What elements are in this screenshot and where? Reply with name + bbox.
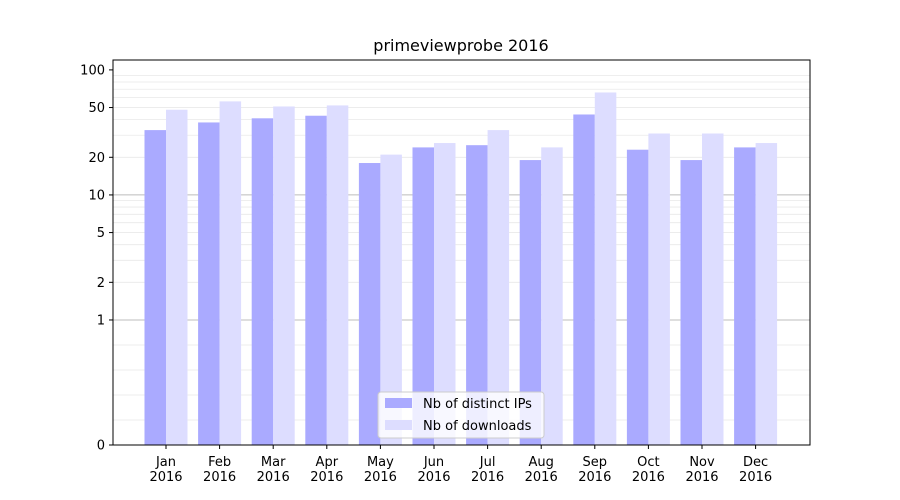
x-tick-label: Sep 2016 <box>578 455 611 485</box>
y-tick-label: 1 <box>97 313 105 328</box>
y-tick-label: 10 <box>88 188 105 203</box>
x-tick-label: Dec 2016 <box>739 455 772 485</box>
x-tick-label: Aug 2016 <box>525 455 558 485</box>
bar-downloads <box>434 143 456 445</box>
x-tick-label: Feb 2016 <box>203 455 236 485</box>
y-tick-label: 100 <box>80 63 105 78</box>
chart-title: primeviewprobe 2016 <box>373 36 548 55</box>
y-tick-label: 20 <box>88 151 105 166</box>
legend-swatch-ips <box>385 398 412 408</box>
bar-downloads <box>755 143 778 445</box>
bar-downloads <box>487 130 510 445</box>
bar-distinct-ips <box>198 122 220 445</box>
bar-downloads <box>541 147 563 446</box>
x-tick-label: Jun 2016 <box>417 455 450 485</box>
bar-downloads <box>648 133 670 445</box>
bar-distinct-ips <box>251 118 274 445</box>
bar-downloads <box>166 109 188 445</box>
plot-frame <box>112 59 811 446</box>
legend: Nb of distinct IPs Nb of downloads <box>377 391 545 439</box>
bar-distinct-ips <box>573 114 595 445</box>
bar-downloads <box>273 106 295 445</box>
bar-distinct-ips <box>519 160 542 445</box>
y-axis: 0 1 2 5 10 20 50 100 <box>80 63 113 454</box>
x-tick-label: May 2016 <box>364 455 397 485</box>
bars <box>144 92 778 446</box>
y-tick-label: 0 <box>97 439 105 454</box>
legend-label-downloads: Nb of downloads <box>423 419 532 434</box>
x-tick-label: Nov 2016 <box>685 455 718 485</box>
bar-distinct-ips <box>144 130 166 445</box>
x-tick-label: Apr 2016 <box>310 455 343 485</box>
x-tick-label: Mar 2016 <box>257 455 290 485</box>
bar-distinct-ips <box>626 149 649 446</box>
x-tick-label: Oct 2016 <box>632 455 665 485</box>
bar-distinct-ips <box>466 145 488 445</box>
legend-label-ips: Nb of distinct IPs <box>423 397 532 412</box>
bar-distinct-ips <box>305 115 327 445</box>
x-tick-label: Jul 2016 <box>471 455 504 485</box>
y-tick-label: 2 <box>97 276 105 291</box>
x-tick-label: Jan 2016 <box>149 455 182 485</box>
bar-downloads <box>594 92 617 446</box>
y-tick-label: 50 <box>88 101 105 116</box>
legend-box <box>377 391 545 439</box>
bar-downloads <box>219 101 242 445</box>
y-tick-label: 5 <box>97 226 105 241</box>
bar-downloads <box>702 133 724 445</box>
bar-distinct-ips <box>734 147 756 446</box>
legend-swatch-downloads <box>385 420 412 430</box>
bar-distinct-ips <box>358 163 381 445</box>
bar-distinct-ips <box>412 147 434 446</box>
bar-downloads <box>326 105 349 446</box>
x-axis: Jan 2016 Feb 2016 Mar 2016 Apr 2016 May 2016 Jun 20… <box>149 445 772 485</box>
bar-distinct-ips <box>680 160 702 445</box>
bar-downloads <box>380 154 402 446</box>
